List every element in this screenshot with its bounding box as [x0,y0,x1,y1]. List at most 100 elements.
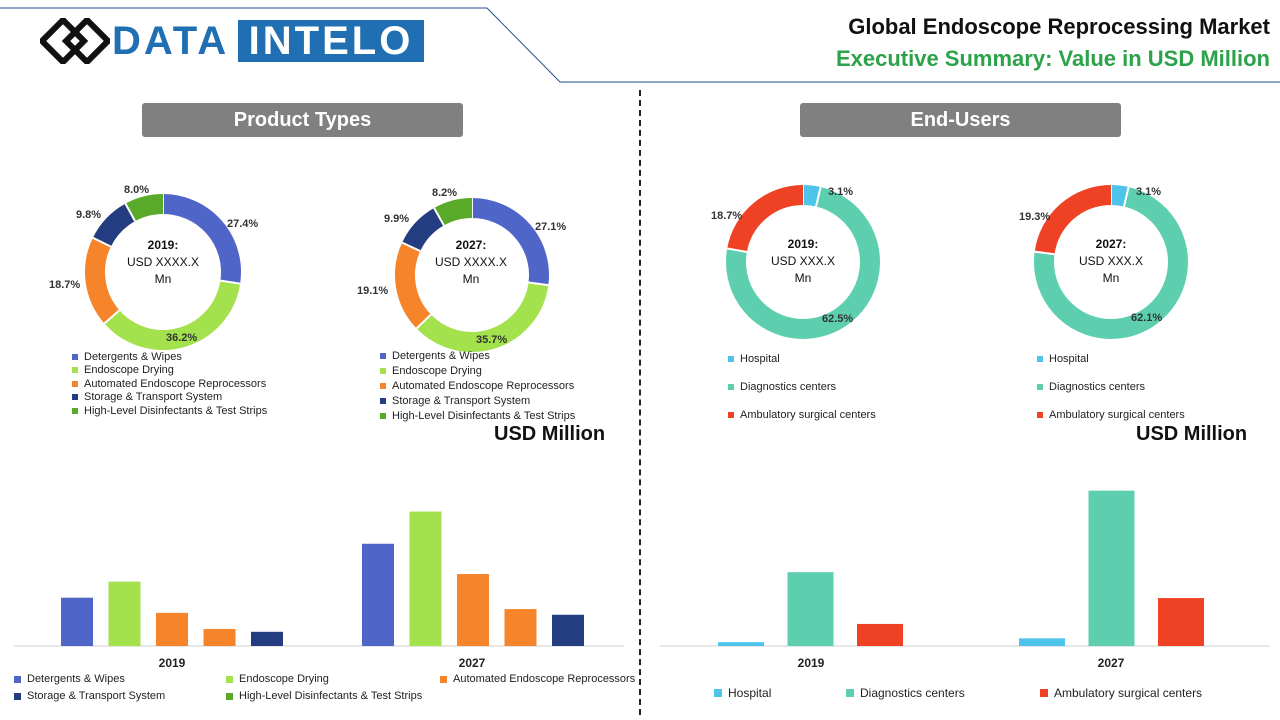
legend-swatch [1037,356,1043,362]
legend-swatch [380,397,386,404]
legend-label: Detergents & Wipes [392,349,490,362]
donut-pct-label: 35.7% [476,334,508,346]
donut-center-value: USD XXX.X [770,254,836,268]
donut-slice [104,280,241,350]
donut-pct-label: 9.8% [76,209,102,221]
legend-swatch [380,352,386,359]
legend-label: Storage & Transport System [392,394,531,407]
bar [1019,638,1065,646]
donut-pct-label: 18.7% [49,279,81,291]
donut-slice [802,185,821,207]
bar-category-label: 2027 [1097,656,1125,670]
legend-item: Storage & Transport System [72,391,267,405]
donut-pct-label: 36.2% [166,332,198,344]
legend-swatch [1040,689,1048,697]
legend-label: Diagnostics centers [740,381,836,393]
legend-item: High-Level Disinfectants & Test Strips [380,408,575,423]
page-title: Global Endoscope Reprocessing Market [848,14,1270,39]
donut-center-enduser-2019: 2019: USD XXX.X Mn [748,236,858,287]
legend-swatch [226,675,233,683]
bar [1088,490,1135,646]
donut-center-product-2019: 2019: USD XXXX.X Mn [108,237,218,288]
donut-slice [416,282,549,352]
donut-separator [415,313,432,330]
donut-separator [92,236,112,248]
bar-category-label: 2027 [458,656,486,670]
bar-legend-item: Storage & Transport System [14,690,165,702]
bar [718,642,764,646]
bar-legend-item: Detergents & Wipes [14,673,125,685]
donut-slice [471,198,549,286]
legend-label: Detergents & Wipes [84,350,182,363]
bar-legend-item: Hospital [714,686,771,700]
bar-legend-item: Endoscope Drying [226,673,329,685]
legend-swatch [1037,384,1043,390]
legend-label: High-Level Disinfectants & Test Strips [239,690,423,702]
donut-center-product-2027: 2027: USD XXXX.X Mn [416,237,526,288]
legend-label: Detergents & Wipes [27,673,125,685]
legend-label: Ambulatory surgical centers [740,409,876,421]
donut-separator [433,207,445,226]
donut-pct-label: 19.3% [1019,211,1051,223]
legend-swatch [14,692,21,700]
units-label-left: USD Million [494,423,606,445]
donut-slice [162,194,241,284]
bar-category-label: 2019 [797,656,825,670]
enduser-donut-legend-2019: Hospital Diagnostics centers Ambulatory … [728,345,876,429]
bar [362,543,394,646]
donut-pct-label: 8.2% [432,187,458,199]
bar [251,631,283,646]
donut-slice [1110,185,1129,207]
bar [457,574,489,646]
legend-item: Hospital [1037,345,1185,373]
donut-center-year: 2019: [787,237,819,251]
donut-slice [727,185,804,253]
legend-swatch [380,367,386,374]
legend-label: Storage & Transport System [84,391,223,404]
legend-label: Endoscope Drying [84,364,174,377]
logo-text-data: DATA [112,19,230,63]
legend-item: High-Level Disinfectants & Test Strips [72,404,267,418]
legend-label: Hospital [740,353,780,365]
legend-item: Detergents & Wipes [380,348,575,363]
donut-separator [727,247,748,253]
donut-slice [395,242,432,329]
donut-center-year: 2027: [455,238,487,252]
logo-diamond-icon [40,18,110,64]
legend-label: Diagnostics centers [860,686,965,700]
donut-slice [1034,185,1112,255]
legend-swatch [846,689,854,697]
donut-center-value: USD XXX.X [1078,254,1144,268]
donut-slice [402,207,445,252]
donut-pct-label: 27.4% [227,218,259,230]
bar-legend-item: Diagnostics centers [846,686,965,700]
legend-label: Storage & Transport System [27,690,166,702]
legend-swatch [728,356,734,362]
bar [409,511,442,646]
donut-separator [124,203,136,222]
donut-center-enduser-2027: 2027: USD XXX.X Mn [1056,236,1166,287]
donut-pct-label: 3.1% [828,186,854,198]
donut-center-unit: Mn [794,271,812,285]
donut-slice [434,198,473,226]
legend-swatch [728,412,734,418]
legend-label: Automated Endoscope Reprocessors [453,673,636,685]
legend-swatch [14,675,21,683]
legend-label: Hospital [728,686,772,700]
bar-category-label: 2019 [158,656,186,670]
bar [787,572,834,646]
donut-center-value: USD XXXX.X [434,255,508,269]
product-donut-legend-2027: Detergents & Wipes Endoscope Drying Auto… [380,348,575,423]
center-divider [639,90,641,715]
donut-pct-label: 8.0% [124,184,150,196]
legend-item: Diagnostics centers [1037,373,1185,401]
legend-label: Ambulatory surgical centers [1054,686,1203,700]
donut-separator [220,279,241,285]
donut-pct-label: 3.1% [1136,186,1162,198]
bar [108,581,141,646]
donut-center-year: 2019: [147,238,179,252]
legend-label: Automated Endoscope Reprocessors [392,379,575,392]
logo-text-intelo: INTELO [238,20,424,62]
donut-center-unit: Mn [154,272,172,286]
donut-pct-label: 62.5% [822,313,854,325]
